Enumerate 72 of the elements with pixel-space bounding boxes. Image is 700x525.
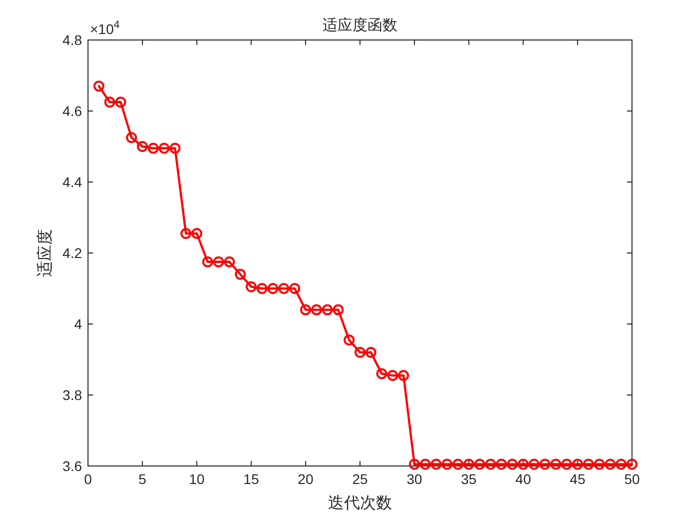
text: ×10$^{4}$ xyxy=(90,19,120,37)
point xyxy=(528,458,540,470)
point xyxy=(148,142,159,154)
chart-title: 适应度函数 xyxy=(322,17,398,34)
point xyxy=(550,458,562,470)
y-tick-label: 4 xyxy=(74,316,82,332)
point xyxy=(136,141,148,152)
point xyxy=(256,283,268,294)
y-axis-title: 适应度 xyxy=(36,229,54,277)
point xyxy=(430,458,442,470)
point xyxy=(463,458,474,470)
x-tick-label: 20 xyxy=(298,471,314,487)
point xyxy=(582,458,594,470)
x-tick-label: 45 xyxy=(570,471,586,487)
point xyxy=(572,458,584,470)
point xyxy=(202,256,214,268)
point xyxy=(344,334,355,346)
x-tick-label: 25 xyxy=(352,471,368,487)
x-tick-label: 50 xyxy=(624,471,640,487)
point xyxy=(626,458,638,470)
point xyxy=(310,304,322,316)
point xyxy=(485,458,496,470)
y-tick-label: 4.8 xyxy=(62,32,82,48)
point xyxy=(180,228,192,239)
point xyxy=(408,458,420,470)
point xyxy=(496,458,507,470)
point xyxy=(561,458,572,470)
point xyxy=(213,256,224,268)
point xyxy=(224,256,235,268)
x-tick-label: 10 xyxy=(189,471,205,487)
point xyxy=(267,283,278,294)
point xyxy=(604,458,616,470)
x-tick-label: 40 xyxy=(515,471,532,487)
point xyxy=(332,304,344,316)
point xyxy=(474,458,486,470)
x-axis-title: 迭代次数 xyxy=(328,494,392,512)
point xyxy=(234,268,246,280)
y-tick-label: 3.8 xyxy=(62,387,82,403)
point xyxy=(365,346,376,358)
point xyxy=(191,228,202,239)
point xyxy=(170,142,181,154)
point xyxy=(93,80,104,92)
point xyxy=(398,370,410,381)
x-tick-label: 15 xyxy=(243,471,260,487)
point xyxy=(289,283,300,294)
y-tick-label: 4.2 xyxy=(62,245,82,261)
point xyxy=(387,370,398,381)
x-tick-label: 5 xyxy=(138,471,146,487)
point xyxy=(158,142,170,154)
point xyxy=(322,304,333,316)
point xyxy=(518,458,529,470)
y-tick-label: 4.4 xyxy=(62,174,82,190)
point xyxy=(539,458,550,470)
point xyxy=(354,346,366,358)
point xyxy=(616,458,627,470)
x-tick-label: 30 xyxy=(406,471,422,487)
x-tick-label: 0 xyxy=(84,471,92,487)
point xyxy=(246,281,257,292)
y-tick-label: 4.6 xyxy=(62,103,82,119)
x-tick-label: 35 xyxy=(461,471,477,487)
point xyxy=(104,96,116,108)
y-tick-label: 3.6 xyxy=(62,458,82,474)
point xyxy=(278,283,290,294)
point xyxy=(452,458,464,470)
point xyxy=(126,132,138,144)
point xyxy=(376,368,388,380)
point xyxy=(300,304,312,316)
point xyxy=(506,458,518,470)
point xyxy=(442,458,453,470)
point xyxy=(420,458,431,470)
point xyxy=(115,96,126,108)
point xyxy=(594,458,605,470)
